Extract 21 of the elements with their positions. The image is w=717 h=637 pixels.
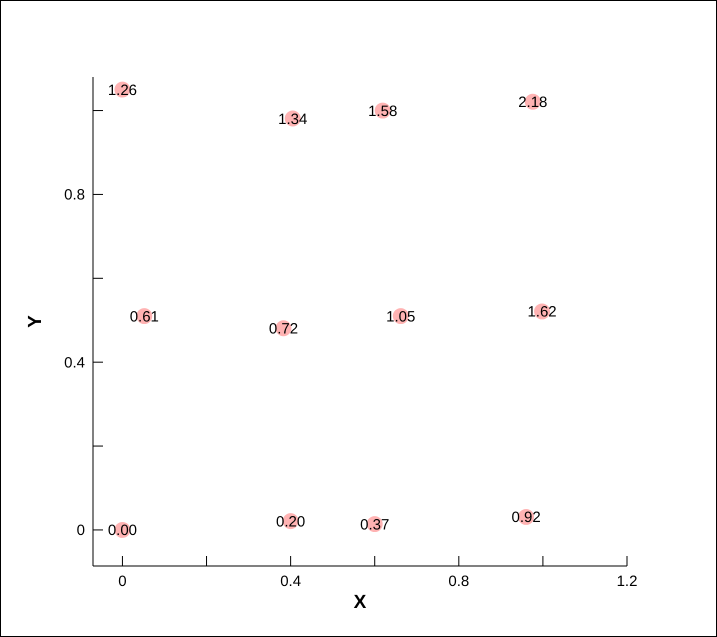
x-tick-label: 0.4 [280, 573, 302, 590]
x-axis-title: X [354, 592, 367, 613]
annotation: 0.20 [276, 513, 306, 530]
annotation: 0.72 [268, 320, 298, 338]
annotation: 0.92 [511, 509, 541, 526]
y-axis-title: Y [25, 314, 46, 328]
annotation: 2.18 [518, 94, 548, 111]
x-tick-label: 0 [118, 573, 127, 590]
annotation: 1.62 [527, 304, 557, 321]
annotation: 0.00 [108, 522, 138, 540]
y-tick-label: 0 [76, 522, 85, 540]
x-tick-label: 1.2 [616, 573, 638, 590]
y-tick-label: 0.8 [64, 186, 85, 204]
annotation: 1.34 [278, 110, 308, 128]
annotation: 1.05 [386, 308, 416, 326]
x-tick-label: 0.8 [448, 573, 470, 590]
y-tick-label: 0.4 [64, 354, 85, 372]
annotation: 1.58 [368, 102, 398, 120]
annotation: 0.61 [130, 308, 159, 326]
annotation: 1.26 [108, 82, 138, 99]
annotation: 0.37 [360, 516, 390, 534]
